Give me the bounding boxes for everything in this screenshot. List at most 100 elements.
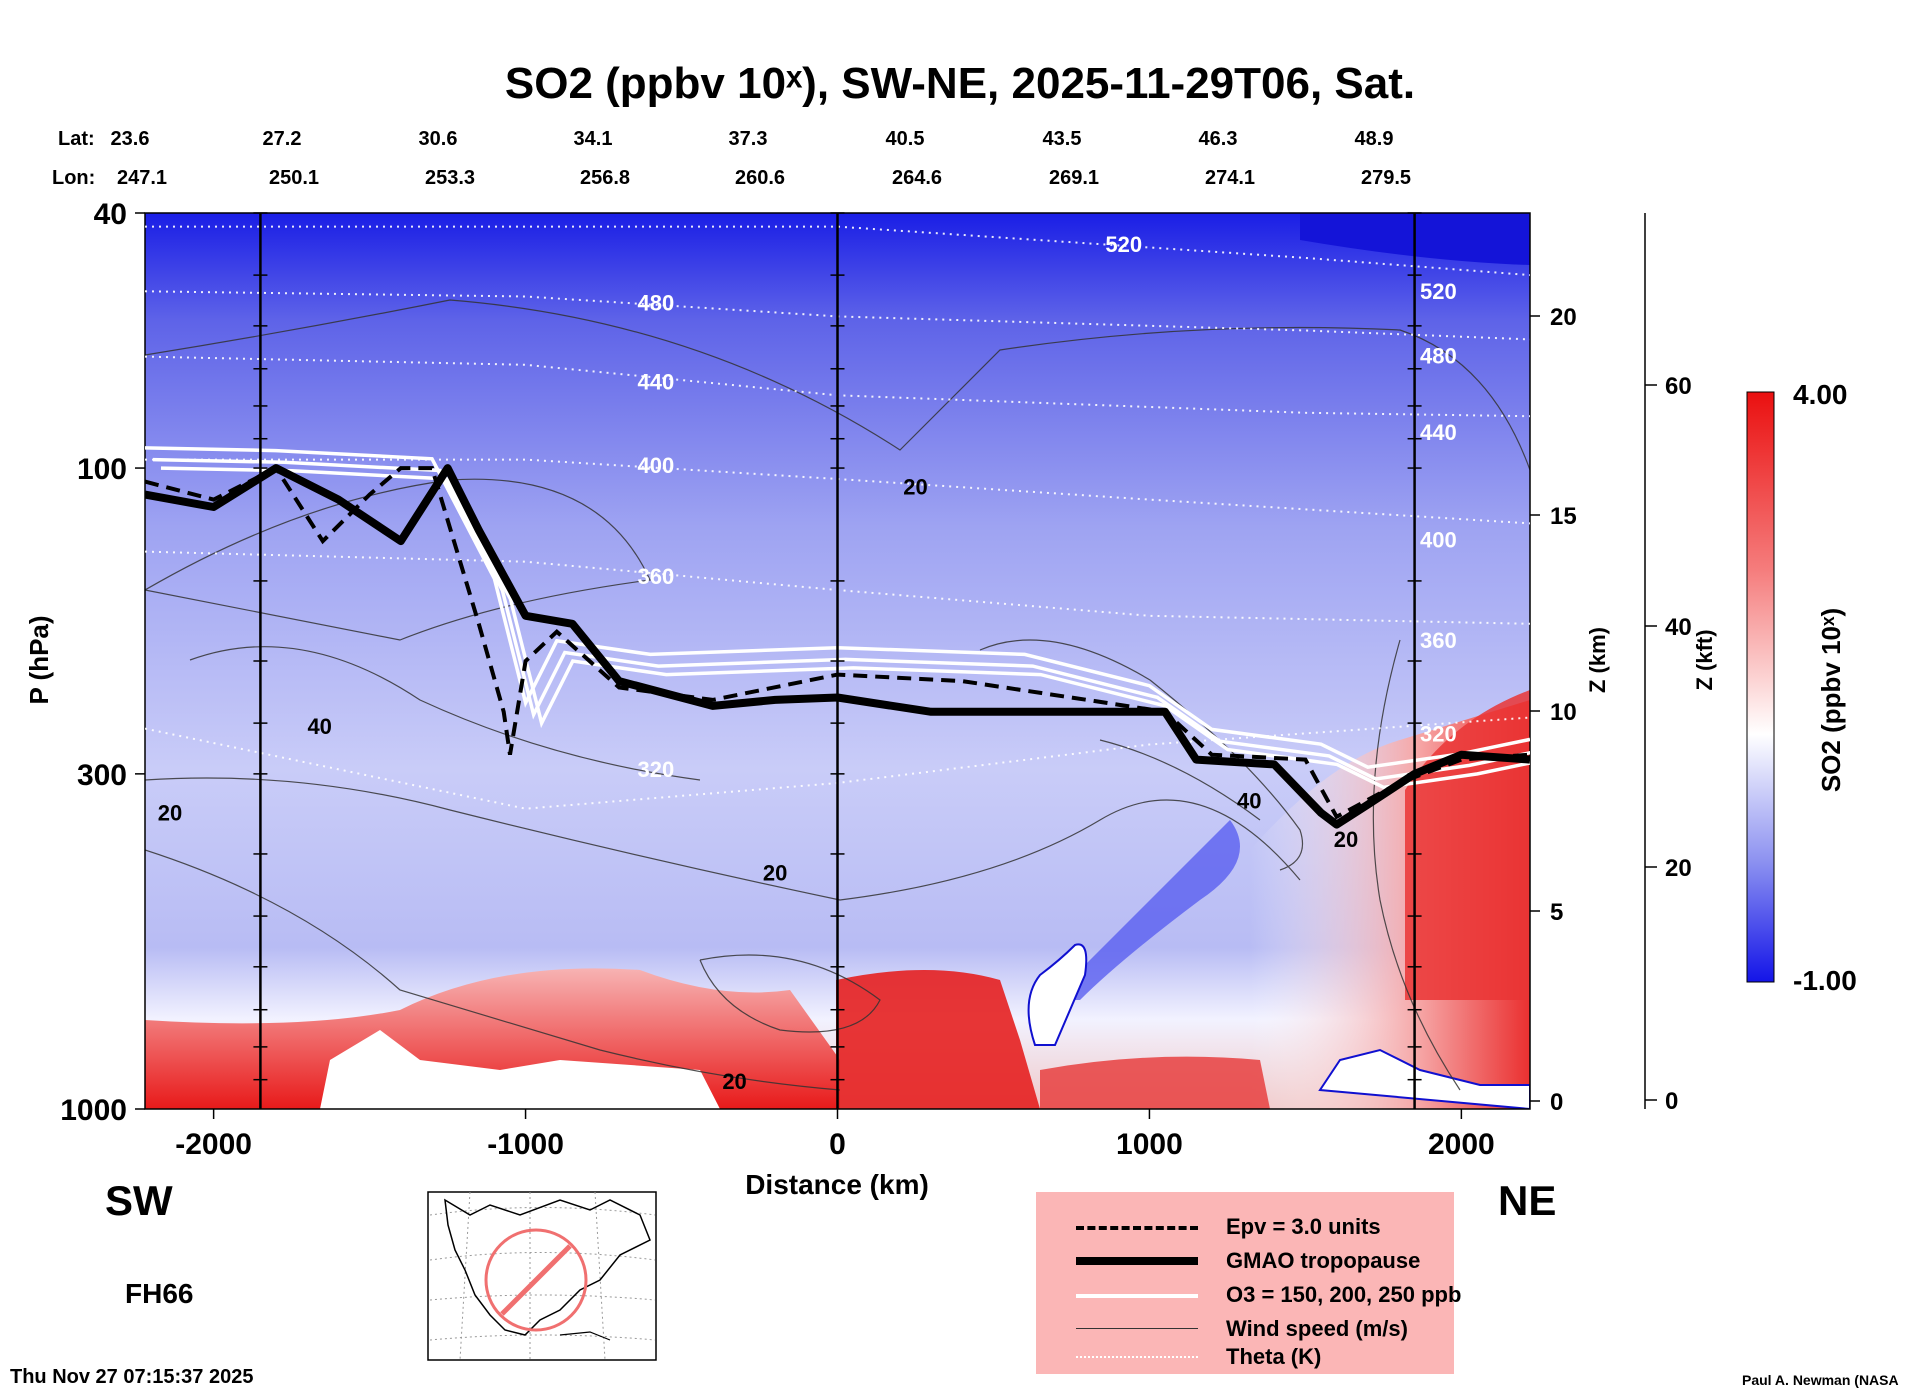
- lon-value: 264.6: [892, 167, 942, 189]
- theta-label: 320: [638, 757, 675, 782]
- y-tick-label: 40: [94, 198, 127, 231]
- legend-item-tropopause: GMAO tropopause: [1036, 1246, 1454, 1276]
- inset-map: [427, 1191, 657, 1361]
- wind-speed-label: 40: [307, 714, 331, 739]
- credit: Paul A. Newman (NASA: [1742, 1372, 1899, 1388]
- z-km-axis-title: Z (km): [1585, 627, 1610, 693]
- colorbar-max-label: 4.00: [1793, 379, 1848, 410]
- z-kft-tick-label: 0: [1665, 1088, 1678, 1115]
- theta-label: 400: [638, 453, 675, 478]
- wind-speed-label: 20: [903, 475, 927, 500]
- theta-label: 440: [638, 369, 675, 394]
- lon-value: 247.1: [117, 167, 167, 189]
- theta-label: 400: [1420, 527, 1457, 552]
- legend-label: O3 = 150, 200, 250 ppb: [1226, 1282, 1462, 1307]
- lat-value: 30.6: [419, 128, 458, 150]
- ozone-contour-line: [152, 457, 1530, 781]
- z-kft-axis-title: Z (kft): [1692, 629, 1717, 690]
- wind-speed-label: 40: [1237, 789, 1261, 814]
- wind-speed-label: 20: [763, 860, 787, 885]
- lon-value: 269.1: [1049, 167, 1099, 189]
- tropopause-line: [145, 464, 1530, 829]
- lon-value: 274.1: [1205, 167, 1255, 189]
- legend-item-wind: Wind speed (m/s): [1036, 1314, 1454, 1344]
- timestamp: Thu Nov 27 07:15:37 2025: [10, 1366, 253, 1388]
- lat-value: 43.5: [1043, 128, 1082, 150]
- lat-label: Lat:: [58, 128, 95, 150]
- x-tick-label: -2000: [175, 1128, 252, 1161]
- direction-sw: SW: [105, 1177, 173, 1224]
- legend-swatch-thin: [1076, 1328, 1198, 1329]
- z-kft-axis: 0 20 40 60: [1644, 213, 1692, 1115]
- theta-label: 480: [1420, 343, 1457, 368]
- legend: Epv = 3.0 units GMAO tropopause O3 = 150…: [1036, 1192, 1461, 1374]
- lat-value: 27.2: [263, 128, 302, 150]
- theta-label: 360: [1420, 628, 1457, 653]
- x-tick-label: -1000: [487, 1128, 564, 1161]
- z-km-tick-label: 20: [1550, 304, 1577, 331]
- lon-value: 260.6: [735, 167, 785, 189]
- y-axis-title: P (hPa): [24, 615, 54, 704]
- wind-speed-label: 20: [722, 1069, 746, 1094]
- x-tick-label: 0: [829, 1128, 846, 1161]
- legend-item-theta: Theta (K): [1036, 1342, 1454, 1372]
- epv-contour: [145, 465, 1530, 820]
- direction-ne: NE: [1498, 1177, 1556, 1224]
- epv-contour-line: [145, 465, 1530, 820]
- lon-value: 279.5: [1361, 167, 1411, 189]
- legend-swatch-white: [1076, 1294, 1198, 1298]
- colorbar-min-label: -1.00: [1793, 965, 1857, 996]
- theta-label: 520: [1420, 279, 1457, 304]
- z-kft-tick-label: 60: [1665, 373, 1692, 400]
- lat-value: 48.9: [1355, 128, 1394, 150]
- x-tick-label: 1000: [1116, 1128, 1183, 1161]
- theta-label: 360: [638, 564, 675, 589]
- z-km-tick-label: 10: [1550, 699, 1577, 726]
- lon-value: 250.1: [269, 167, 319, 189]
- y-tick-label: 1000: [60, 1094, 127, 1127]
- legend-swatch-dotted: [1076, 1356, 1198, 1358]
- lat-value: 34.1: [574, 128, 613, 150]
- lon-value: 253.3: [425, 167, 475, 189]
- legend-item-epv: Epv = 3.0 units: [1036, 1212, 1454, 1242]
- vertical-markers: [253, 212, 1422, 1109]
- z-km-tick-label: 5: [1550, 899, 1563, 926]
- legend-label: Epv = 3.0 units: [1226, 1214, 1381, 1239]
- colorbar: [1746, 391, 1775, 983]
- theta-label: 320: [1420, 721, 1457, 746]
- lon-value: 256.8: [580, 167, 630, 189]
- x-axis: -2000 -1000 0 1000 2000: [175, 1109, 1495, 1161]
- z-km-tick-label: 0: [1550, 1089, 1563, 1116]
- forecast-hour: FH66: [125, 1278, 193, 1309]
- theta-contour: [145, 225, 1530, 277]
- theta-label: 440: [1420, 420, 1457, 445]
- theta-label: 520: [1105, 232, 1142, 257]
- z-kft-tick-label: 40: [1665, 614, 1692, 641]
- legend-item-ozone: O3 = 150, 200, 250 ppb: [1036, 1280, 1461, 1310]
- legend-swatch-thick: [1076, 1257, 1198, 1265]
- lat-value: 46.3: [1199, 128, 1238, 150]
- lon-label: Lon:: [52, 167, 95, 189]
- z-km-axis: 0 5 10 15 20: [1530, 304, 1577, 1116]
- y-tick-label: 300: [77, 759, 127, 792]
- lat-value: 40.5: [886, 128, 925, 150]
- y-tick-label: 100: [77, 453, 127, 486]
- theta-label: 480: [638, 290, 675, 315]
- colorbar-title: SO2 (ppbv 10ˣ): [1816, 608, 1846, 792]
- latlon-values: 23.6 27.2 30.6 34.1 37.3 40.5 43.5 46.3 48.9 247.…: [111, 128, 1412, 189]
- y-axis: 40 100 300 1000: [60, 198, 145, 1127]
- legend-label: GMAO tropopause: [1226, 1248, 1421, 1273]
- legend-label: Theta (K): [1226, 1344, 1322, 1369]
- lat-value: 37.3: [729, 128, 768, 150]
- x-axis-title: Distance (km): [745, 1169, 929, 1200]
- lat-value: 23.6: [111, 128, 150, 150]
- tropopause-path: [145, 464, 1530, 829]
- wind-speed-label: 20: [158, 801, 182, 826]
- z-km-tick-label: 15: [1550, 503, 1577, 530]
- wind-speed-label: 20: [1334, 827, 1358, 852]
- wind-speed-labels: 20 20 40 20 40 20 20: [158, 475, 1358, 1094]
- x-tick-label: 2000: [1428, 1128, 1495, 1161]
- chart-title: SO2 (ppbv 10ˣ), SW-NE, 2025-11-29T06, Sa…: [505, 59, 1415, 108]
- legend-swatch-dashed: [1076, 1226, 1198, 1230]
